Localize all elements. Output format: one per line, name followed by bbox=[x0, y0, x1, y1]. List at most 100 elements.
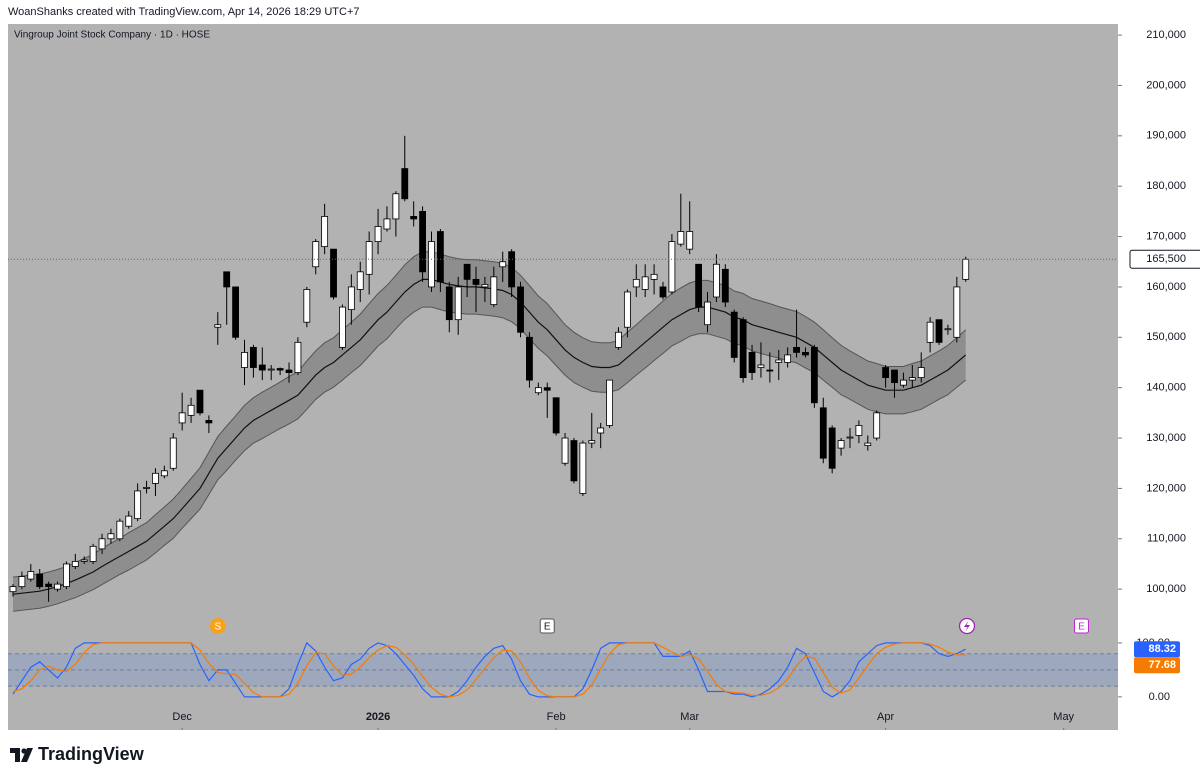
candle-body bbox=[250, 346, 257, 368]
candle-body bbox=[481, 284, 489, 288]
candle-body bbox=[196, 389, 204, 414]
candle-body bbox=[668, 241, 676, 293]
candle-body bbox=[891, 369, 898, 384]
candle-body bbox=[143, 487, 150, 489]
candle-body bbox=[917, 367, 925, 378]
candle-body bbox=[615, 331, 622, 348]
candle-body bbox=[472, 278, 480, 285]
candle-body bbox=[793, 346, 800, 353]
candle-body bbox=[748, 352, 756, 373]
candle-body bbox=[864, 442, 872, 446]
candle-body bbox=[276, 368, 284, 371]
candle-body bbox=[9, 586, 17, 593]
last-value-badge bbox=[1134, 657, 1180, 674]
band-line bbox=[12, 278, 967, 595]
candle-body bbox=[285, 369, 293, 373]
price-axis bbox=[1118, 0, 1200, 730]
brand-logo bbox=[10, 748, 33, 762]
candle-body bbox=[321, 216, 329, 248]
candle-body bbox=[766, 369, 774, 372]
last-price-label: 165,500 bbox=[1146, 253, 1186, 265]
band-line bbox=[12, 251, 967, 578]
candle-body bbox=[962, 258, 970, 280]
candle-body bbox=[454, 286, 462, 321]
candle-body bbox=[810, 346, 818, 404]
candle-body bbox=[953, 286, 961, 338]
candle-body bbox=[677, 231, 685, 245]
band-fill bbox=[13, 251, 966, 612]
x-tick-label: May bbox=[1053, 711, 1074, 723]
candle-body bbox=[552, 397, 560, 434]
candle-body bbox=[152, 472, 159, 484]
y-tick-label: 200,000 bbox=[1146, 79, 1186, 91]
candle-body bbox=[419, 210, 426, 273]
event-icon bbox=[209, 618, 226, 634]
candle-body bbox=[169, 437, 177, 469]
candle-body bbox=[392, 193, 400, 220]
candle-body bbox=[445, 286, 453, 321]
y-tick-label: 140,000 bbox=[1146, 382, 1186, 394]
candle-body bbox=[721, 268, 729, 303]
header-text: WoanShanks created with TradingView.com,… bbox=[8, 6, 360, 18]
candle-body bbox=[303, 289, 311, 323]
candle-body bbox=[54, 583, 61, 590]
candle-body bbox=[258, 364, 266, 371]
candle-body bbox=[134, 490, 142, 520]
candle-body bbox=[80, 559, 88, 562]
candle-body bbox=[27, 571, 35, 580]
candle-body bbox=[205, 420, 213, 424]
candle-body bbox=[695, 263, 703, 308]
candle-body bbox=[926, 321, 934, 343]
candle-body bbox=[347, 286, 355, 310]
chart-title: Vingroup Joint Stock Company · 1D · HOSE bbox=[14, 30, 210, 41]
candle-body bbox=[312, 241, 320, 268]
candle-body bbox=[214, 324, 222, 328]
candle-body bbox=[508, 251, 516, 288]
candle-body bbox=[828, 427, 836, 469]
candle-body bbox=[107, 533, 115, 540]
candle-body bbox=[223, 271, 231, 288]
candle-body bbox=[730, 311, 738, 358]
candle-body bbox=[570, 440, 578, 482]
candle-body bbox=[606, 379, 613, 426]
candle-body bbox=[784, 354, 792, 363]
y-tick-label: 120,000 bbox=[1146, 482, 1186, 494]
candle-body bbox=[837, 440, 845, 449]
candle-body bbox=[686, 231, 694, 250]
x-tick-label: Dec bbox=[172, 711, 192, 723]
candle-body bbox=[534, 387, 542, 394]
candle-body bbox=[383, 218, 391, 230]
candle-body bbox=[650, 273, 658, 280]
candle-body bbox=[543, 387, 551, 391]
y-tick-label: 210,000 bbox=[1146, 29, 1186, 41]
candle-body bbox=[160, 470, 168, 477]
candle-body bbox=[428, 241, 435, 288]
candle-body bbox=[900, 379, 907, 386]
candle-body bbox=[98, 538, 106, 550]
event-icon bbox=[539, 618, 555, 634]
y-tick-label: 130,000 bbox=[1146, 432, 1186, 444]
y-tick-label: 190,000 bbox=[1146, 130, 1186, 142]
candle-body bbox=[499, 261, 507, 268]
candle-body bbox=[490, 276, 498, 305]
candle-body bbox=[944, 328, 952, 331]
candle-body bbox=[659, 286, 667, 298]
candle-body bbox=[267, 368, 275, 371]
candle-body bbox=[339, 306, 346, 348]
candle-body bbox=[365, 241, 373, 275]
last-value-badge bbox=[1134, 641, 1180, 658]
candle-body bbox=[63, 563, 70, 588]
candle-body bbox=[713, 263, 720, 298]
candle-body bbox=[374, 226, 382, 242]
event-label: E bbox=[544, 622, 551, 633]
brand-name: TradingView bbox=[38, 744, 145, 764]
candle-body bbox=[935, 319, 943, 343]
y-tick-label: 110,000 bbox=[1147, 533, 1186, 545]
last-value-label: 88.32 bbox=[1148, 643, 1176, 655]
candle-body bbox=[187, 404, 195, 416]
candle-body bbox=[517, 286, 524, 333]
candle-body bbox=[775, 359, 783, 363]
y-tick-label: 160,000 bbox=[1146, 281, 1186, 293]
candle-body bbox=[463, 263, 471, 280]
